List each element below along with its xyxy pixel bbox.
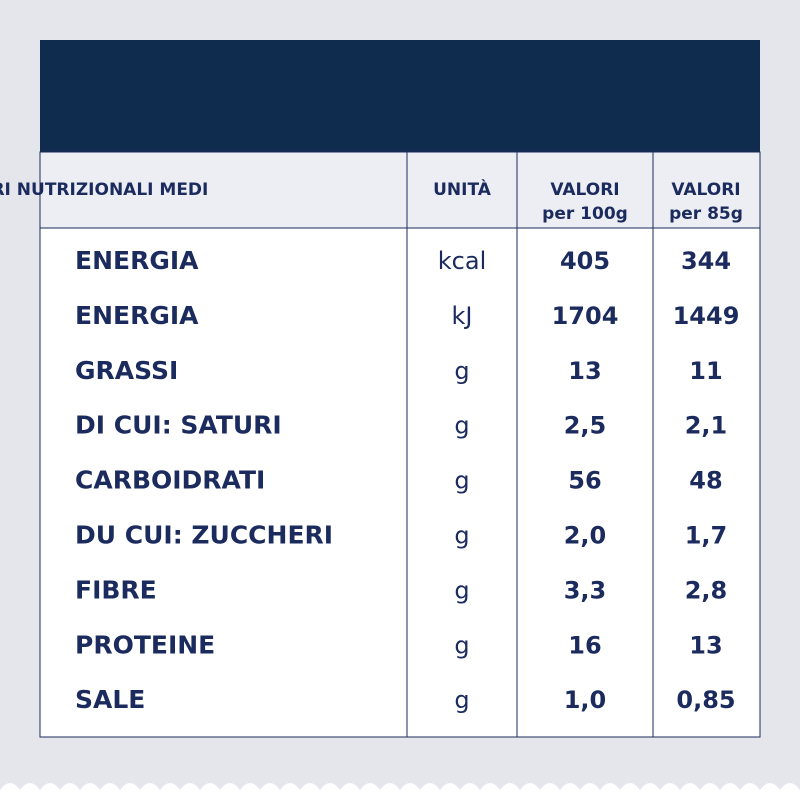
column-header: per 85g (669, 204, 743, 224)
value-85g: 2,1 (685, 412, 728, 440)
unit: g (454, 467, 469, 495)
value-100g: 16 (568, 631, 601, 659)
header-band (40, 40, 760, 152)
value-100g: 2,5 (564, 412, 607, 440)
nutrient-label: SALE (75, 685, 145, 714)
nutrient-label: ENERGIA (75, 246, 199, 275)
value-100g: 2,0 (564, 522, 607, 550)
column-header: VALORI (550, 180, 619, 200)
column-header: VALORI (671, 180, 740, 200)
header-row (39, 151, 761, 229)
value-100g: 1,0 (564, 686, 607, 714)
wavy-edge (0, 783, 800, 800)
value-100g: 3,3 (564, 576, 607, 604)
nutrient-label: CARBOIDRATI (75, 466, 265, 495)
unit: g (454, 686, 469, 714)
unit: g (454, 412, 469, 440)
value-85g: 11 (689, 357, 722, 385)
unit: g (454, 357, 469, 385)
value-85g: 1449 (673, 302, 740, 330)
nutrient-label: PROTEINE (75, 630, 215, 659)
value-85g: 2,8 (685, 576, 728, 604)
value-100g: 13 (568, 357, 601, 385)
value-85g: 13 (689, 631, 722, 659)
value-85g: 344 (681, 247, 731, 275)
nutrient-label: DU CUI: ZUCCHERI (75, 521, 333, 550)
column-header: VALORI NUTRIZIONALI MEDI (0, 180, 208, 200)
nutrient-label: ENERGIA (75, 301, 199, 330)
value-100g: 1704 (552, 302, 619, 330)
column-header: UNITÀ (433, 178, 492, 200)
table-body (39, 151, 761, 738)
nutrient-label: FIBRE (75, 575, 157, 604)
unit: kcal (438, 247, 486, 275)
value-85g: 48 (689, 467, 722, 495)
unit: g (454, 576, 469, 604)
column-header: per 100g (542, 204, 628, 224)
unit: kJ (452, 302, 473, 330)
value-100g: 405 (560, 247, 610, 275)
value-85g: 1,7 (685, 522, 728, 550)
unit: g (454, 522, 469, 550)
nutrient-label: GRASSI (75, 356, 178, 385)
unit: g (454, 631, 469, 659)
value-85g: 0,85 (676, 686, 735, 714)
nutrient-label: DI CUI: SATURI (75, 411, 282, 440)
value-100g: 56 (568, 467, 601, 495)
